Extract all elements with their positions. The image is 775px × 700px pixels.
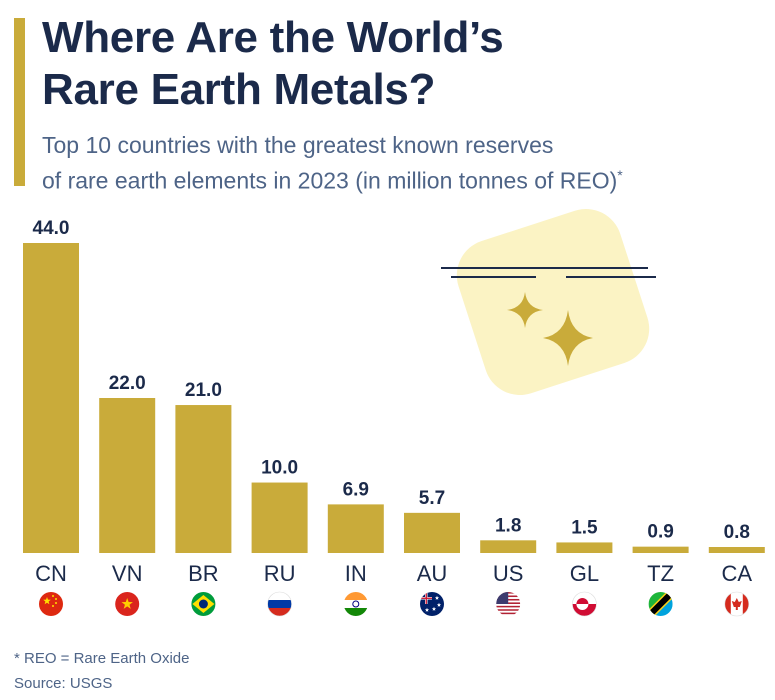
bars-group: 44.0 CN 22.0 VN 21.0 BR 10.0 RU 6.9 IN 5.7 AU 1.8 US 1…	[23, 218, 765, 617]
category-label: CA	[722, 561, 753, 586]
category-label: BR	[188, 561, 219, 586]
subtitle-line-1: Top 10 countries with the greatest known…	[42, 132, 554, 158]
accent-bar	[14, 18, 25, 186]
china-flag-icon	[39, 592, 63, 616]
page-subtitle: Top 10 countries with the greatest known…	[42, 130, 762, 196]
category-label: IN	[345, 561, 367, 586]
bar-tz	[632, 546, 689, 553]
decoration-blob	[456, 209, 650, 395]
title-line-2: Rare Earth Metals?	[42, 65, 436, 114]
bar-value-label: 6.9	[343, 479, 369, 500]
category-label: VN	[112, 561, 143, 586]
bar-au	[404, 512, 460, 553]
bar-value-label: 5.7	[419, 488, 445, 509]
sparkle-large-icon	[543, 310, 593, 366]
category-label: US	[493, 561, 524, 586]
australia-flag-icon	[420, 592, 444, 616]
page-title: Where Are the World’s Rare Earth Metals?	[42, 12, 504, 116]
subtitle-asterisk: *	[617, 167, 623, 183]
sparkle-small-icon	[507, 292, 543, 328]
russia-flag-icon	[267, 591, 292, 617]
canada-flag-icon	[724, 591, 750, 617]
sparkle-decoration	[441, 209, 656, 395]
bar-value-label: 0.8	[724, 522, 750, 543]
bar-value-label: 0.9	[647, 522, 673, 543]
greenland-flag-icon	[572, 591, 597, 617]
category-label: TZ	[647, 561, 674, 586]
tanzania-flag-icon	[648, 592, 673, 616]
vietnam-flag-icon	[115, 592, 140, 616]
bar-value-label: 44.0	[33, 218, 70, 239]
bar-ru	[251, 482, 308, 553]
category-label: CN	[35, 561, 67, 586]
bar-value-label: 22.0	[109, 373, 146, 394]
bar-ca	[708, 547, 765, 553]
category-label: RU	[264, 561, 296, 586]
brazil-flag-icon	[191, 592, 216, 616]
bar-vn	[99, 398, 156, 553]
bar-gl	[556, 542, 613, 553]
source-note: Source: USGS	[14, 675, 113, 692]
bar-br	[175, 405, 232, 553]
bar-value-label: 21.0	[185, 380, 222, 401]
bar-chart: 44.0 CN 22.0 VN 21.0 BR 10.0 RU 6.9 IN 5.7 AU 1.8 US 1…	[23, 209, 765, 617]
bar-value-label: 1.8	[495, 515, 521, 536]
bar-value-label: 10.0	[261, 458, 298, 479]
bar-in	[327, 504, 384, 553]
usa-flag-icon	[496, 592, 521, 616]
category-label: AU	[417, 561, 448, 586]
title-line-1: Where Are the World’s	[42, 13, 504, 62]
category-label: GL	[570, 561, 599, 586]
bar-value-label: 1.5	[571, 517, 598, 538]
footnote: * REO = Rare Earth Oxide	[14, 650, 190, 667]
bar-cn	[23, 243, 79, 553]
india-flag-icon	[343, 592, 368, 616]
subtitle-line-2: of rare earth elements in 2023 (in milli…	[42, 167, 618, 194]
bar-us	[480, 540, 537, 553]
